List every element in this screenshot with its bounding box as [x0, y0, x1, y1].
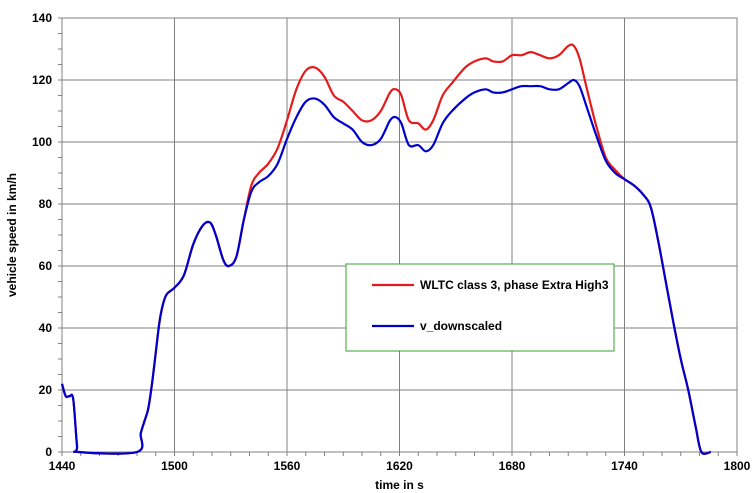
gridlines	[61, 17, 738, 453]
x-tick-label: 1440	[49, 459, 76, 473]
y-tick-label: 60	[39, 259, 53, 273]
x-tick-label: 1620	[386, 459, 413, 473]
x-axis-title: time in s	[375, 478, 424, 492]
x-tick-label: 1680	[499, 459, 526, 473]
legend: WLTC class 3, phase Extra High3 v_downsc…	[345, 263, 615, 352]
x-tick-label: 1500	[161, 459, 188, 473]
x-tick-label: 1800	[724, 459, 751, 473]
y-tick-label: 120	[32, 73, 52, 87]
y-tick-label: 140	[32, 11, 52, 25]
y-tick-labels: 0 20 40 60 80 100 120 140	[32, 11, 52, 459]
minor-ticks	[58, 17, 738, 456]
x-tick-label: 1560	[274, 459, 301, 473]
y-tick-label: 80	[39, 197, 53, 211]
series-layer	[60, 43, 711, 455]
legend-label-series-0: WLTC class 3, phase Extra High3	[420, 278, 609, 292]
y-tick-label: 0	[45, 445, 52, 459]
legend-label-series-1: v_downscaled	[420, 319, 502, 333]
y-tick-label: 40	[39, 321, 53, 335]
plot-area-frame	[61, 17, 738, 453]
y-axis-title: vehicle speed in km/h	[5, 173, 19, 297]
x-tick-labels: 1440 1500 1560 1620 1680 1740 1800	[49, 459, 751, 473]
series-line-1	[60, 78, 711, 455]
y-tick-label: 20	[39, 383, 53, 397]
x-tick-label: 1740	[611, 459, 638, 473]
legend-box	[345, 263, 615, 352]
y-tick-label: 100	[32, 135, 52, 149]
